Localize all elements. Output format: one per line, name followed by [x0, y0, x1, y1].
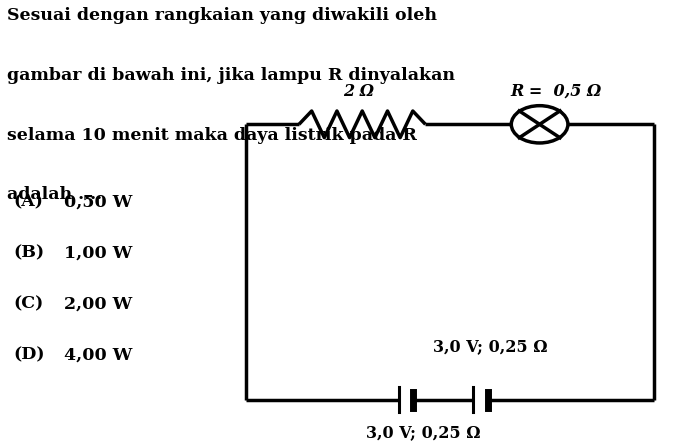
Text: gambar di bawah ini, jika lampu R dinyalakan: gambar di bawah ini, jika lampu R dinyal… [7, 67, 455, 83]
Text: (D): (D) [13, 346, 45, 363]
Text: 4,00 W: 4,00 W [64, 346, 132, 363]
Text: adalah ....: adalah .... [7, 186, 102, 203]
Text: selama 10 menit maka daya listrik pada R: selama 10 menit maka daya listrik pada R [7, 127, 417, 143]
Text: 3,0 V; 0,25 Ω: 3,0 V; 0,25 Ω [433, 338, 548, 355]
Text: 0,50 W: 0,50 W [64, 193, 132, 210]
Text: R =  0,5 Ω: R = 0,5 Ω [511, 83, 602, 100]
Text: (C): (C) [13, 295, 44, 312]
Text: 2,00 W: 2,00 W [64, 295, 132, 312]
Text: 2 Ω: 2 Ω [343, 83, 374, 100]
Text: 1,00 W: 1,00 W [64, 244, 132, 261]
Text: (B): (B) [13, 244, 44, 261]
Text: 3,0 V; 0,25 Ω: 3,0 V; 0,25 Ω [365, 424, 481, 441]
Text: Sesuai dengan rangkaian yang diwakili oleh: Sesuai dengan rangkaian yang diwakili ol… [7, 7, 437, 24]
Text: (A): (A) [13, 193, 43, 210]
